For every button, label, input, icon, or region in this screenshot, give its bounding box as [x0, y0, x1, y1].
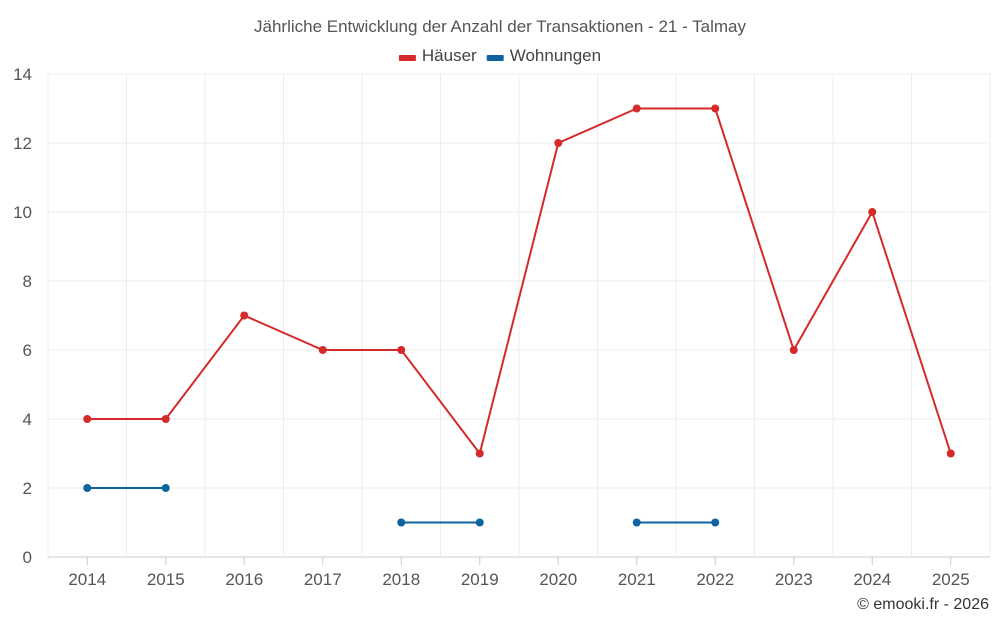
x-tick-label: 2017: [304, 570, 342, 589]
data-point-wohnungen: [83, 484, 92, 492]
data-point-h-user: [789, 346, 798, 354]
chart-title: Jährliche Entwicklung der Anzahl der Tra…: [254, 17, 746, 36]
data-point-wohnungen: [397, 518, 406, 527]
data-point-wohnungen: [711, 518, 720, 527]
data-point-h-user: [946, 449, 955, 458]
y-tick-label: 14: [13, 65, 32, 84]
legend-swatch: [486, 55, 504, 61]
x-axis-ticks: 2014 2015 2016 2017 2018 2019 2020 2021 2022 2023…: [68, 557, 970, 589]
legend-label: Häuser: [422, 46, 477, 65]
data-point-wohnungen: [632, 518, 641, 527]
data-point-h-user: [83, 415, 92, 423]
y-axis-ticks: 0 2 4 6 8 10 12 14: [13, 65, 32, 567]
y-tick-label: 2: [23, 479, 32, 498]
data-point-h-user: [868, 208, 877, 216]
x-tick-label: 2023: [775, 570, 813, 589]
x-tick-label: 2014: [68, 570, 106, 589]
legend-label: Wohnungen: [510, 46, 601, 65]
data-point-h-user: [475, 449, 484, 458]
data-point-h-user: [240, 311, 249, 320]
x-tick-label: 2025: [932, 570, 970, 589]
y-tick-label: 0: [23, 548, 32, 567]
data-point-h-user: [554, 139, 563, 147]
x-tick-label: 2020: [539, 570, 577, 589]
y-tick-label: 12: [13, 134, 32, 153]
legend: Häuser Wohnungen: [398, 46, 601, 65]
credit-text: © emooki.fr - 2026: [857, 596, 989, 613]
series-line-h-user: [87, 107, 952, 456]
x-tick-label: 2024: [853, 570, 891, 589]
grid: [47, 73, 991, 558]
x-tick-label: 2015: [147, 570, 185, 589]
legend-item: Wohnungen: [486, 46, 601, 65]
legend-item: Häuser: [398, 46, 477, 65]
data-point-wohnungen: [475, 518, 484, 527]
data-point-h-user: [632, 104, 641, 113]
x-tick-label: 2016: [225, 570, 263, 589]
legend-swatch: [398, 55, 416, 61]
y-tick-label: 8: [23, 272, 32, 291]
x-tick-label: 2018: [382, 570, 420, 589]
x-tick-label: 2021: [618, 570, 656, 589]
y-tick-label: 10: [13, 203, 32, 222]
data-point-h-user: [161, 415, 170, 423]
y-tick-label: 4: [23, 410, 32, 429]
data-point-h-user: [318, 346, 327, 354]
data-point-wohnungen: [161, 484, 170, 492]
x-tick-label: 2022: [696, 570, 734, 589]
data-point-h-user: [397, 346, 406, 354]
x-tick-label: 2019: [461, 570, 499, 589]
data-point-h-user: [711, 104, 720, 113]
series-group: [83, 104, 955, 527]
y-tick-label: 6: [23, 341, 32, 360]
